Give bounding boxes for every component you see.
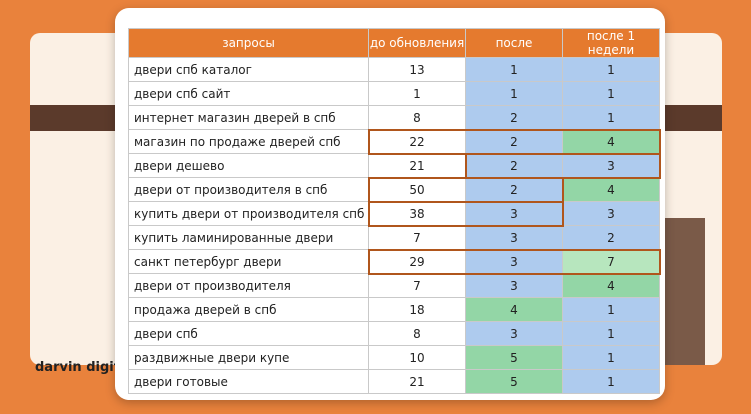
position-cell: 1 xyxy=(465,81,563,106)
table-row: двери спб 8 3 1 xyxy=(128,321,660,346)
header-cell: после xyxy=(465,28,563,58)
position-cell: 7 xyxy=(562,249,660,274)
header-cell: до обновления xyxy=(368,28,466,58)
position-cell: 5 xyxy=(465,345,563,370)
position-cell: 18 xyxy=(368,297,466,322)
table-row: двери готовые 21 5 1 xyxy=(128,369,660,394)
position-cell: 4 xyxy=(562,177,660,202)
table-row: продажа дверей в спб 18 4 1 xyxy=(128,297,660,322)
table-card: запросы до обновления после после 1 недели д… xyxy=(115,8,665,400)
query-cell: двери спб сайт xyxy=(128,81,369,106)
table-row: магазин по продаже дверей спб 22 2 4 xyxy=(128,129,660,154)
position-cell: 3 xyxy=(562,201,660,226)
position-cell: 2 xyxy=(465,153,563,178)
position-cell: 50 xyxy=(368,177,466,202)
query-cell: купить ламинированные двери xyxy=(128,225,369,250)
position-cell: 3 xyxy=(465,225,563,250)
query-cell: двери дешево xyxy=(128,153,369,178)
table-row: двери от производителя в спб 50 2 4 xyxy=(128,177,660,202)
position-cell: 1 xyxy=(368,81,466,106)
position-cell: 7 xyxy=(368,225,466,250)
query-cell: двери готовые xyxy=(128,369,369,394)
position-cell: 1 xyxy=(562,105,660,130)
position-cell: 2 xyxy=(465,129,563,154)
position-cell: 5 xyxy=(465,369,563,394)
query-cell: магазин по продаже дверей спб xyxy=(128,129,369,154)
position-cell: 1 xyxy=(562,297,660,322)
query-cell: продажа дверей в спб xyxy=(128,297,369,322)
position-cell: 1 xyxy=(562,345,660,370)
position-cell: 8 xyxy=(368,321,466,346)
query-cell: двери спб каталог xyxy=(128,57,369,82)
position-cell: 1 xyxy=(562,369,660,394)
position-cell: 4 xyxy=(562,129,660,154)
position-cell: 1 xyxy=(562,81,660,106)
position-cell: 7 xyxy=(368,273,466,298)
position-cell: 10 xyxy=(368,345,466,370)
brand-logo: darvin digital xyxy=(35,360,134,375)
table-row: санкт петербург двери 29 3 7 xyxy=(128,249,660,274)
position-cell: 3 xyxy=(465,201,563,226)
header-cell: запросы xyxy=(128,28,369,58)
table-row: раздвижные двери купе 10 5 1 xyxy=(128,345,660,370)
position-cell: 13 xyxy=(368,57,466,82)
query-cell: купить двери от производителя спб xyxy=(128,201,369,226)
position-cell: 38 xyxy=(368,201,466,226)
position-cell: 3 xyxy=(465,273,563,298)
table-row: двери спб сайт 1 1 1 xyxy=(128,81,660,106)
table-row: интернет магазин дверей в спб 8 2 1 xyxy=(128,105,660,130)
query-cell: двери от производителя xyxy=(128,273,369,298)
position-cell: 21 xyxy=(368,369,466,394)
position-cell: 21 xyxy=(368,153,466,178)
position-cell: 1 xyxy=(562,321,660,346)
table-row: двери дешево 21 2 3 xyxy=(128,153,660,178)
rank-table: запросы до обновления после после 1 недели д… xyxy=(128,28,660,394)
table-row: купить ламинированные двери 7 3 2 xyxy=(128,225,660,250)
query-cell: санкт петербург двери xyxy=(128,249,369,274)
query-cell: раздвижные двери купе xyxy=(128,345,369,370)
position-cell: 2 xyxy=(465,177,563,202)
position-cell: 2 xyxy=(465,105,563,130)
position-cell: 29 xyxy=(368,249,466,274)
table-row: двери от производителя 7 3 4 xyxy=(128,273,660,298)
header-cell: после 1 недели xyxy=(562,28,660,58)
query-cell: двери спб xyxy=(128,321,369,346)
table-row: купить двери от производителя спб 38 3 3 xyxy=(128,201,660,226)
position-cell: 22 xyxy=(368,129,466,154)
position-cell: 3 xyxy=(465,321,563,346)
query-cell: двери от производителя в спб xyxy=(128,177,369,202)
query-cell: интернет магазин дверей в спб xyxy=(128,105,369,130)
position-cell: 3 xyxy=(465,249,563,274)
position-cell: 1 xyxy=(562,57,660,82)
position-cell: 4 xyxy=(465,297,563,322)
position-cell: 4 xyxy=(562,273,660,298)
table-row: двери спб каталог 13 1 1 xyxy=(128,57,660,82)
position-cell: 2 xyxy=(562,225,660,250)
position-cell: 3 xyxy=(562,153,660,178)
position-cell: 8 xyxy=(368,105,466,130)
position-cell: 1 xyxy=(465,57,563,82)
